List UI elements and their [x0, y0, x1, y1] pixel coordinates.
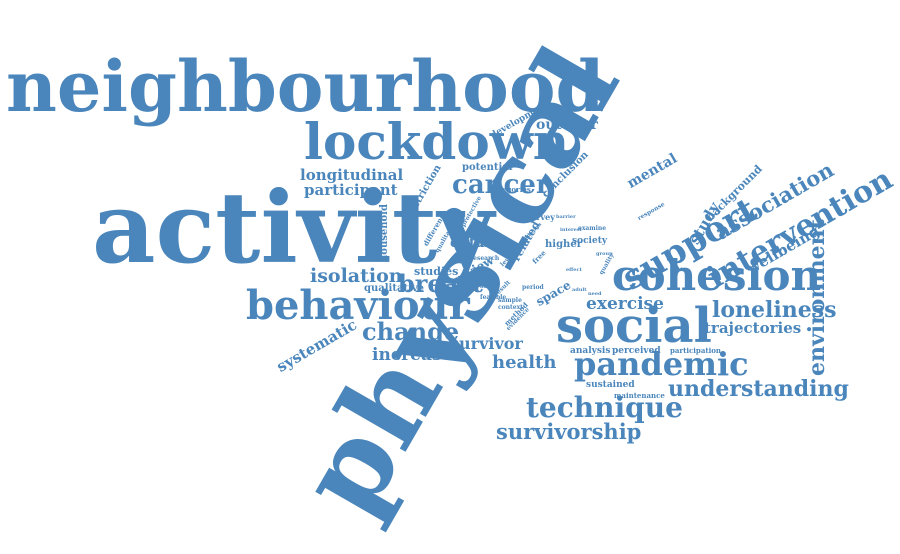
word-categories: categories [490, 185, 531, 194]
word-interest: interest [560, 227, 582, 233]
word-group: group [596, 251, 613, 257]
word-pandemic: pandemic [574, 345, 749, 383]
word-adult: adult [572, 287, 587, 293]
word-understanding: understanding [668, 376, 849, 402]
word-studies: studies [414, 265, 459, 278]
word-cohesion: cohesion [612, 251, 821, 300]
word-society: society [572, 236, 608, 246]
word-survey: survey [526, 212, 555, 222]
word-cancer: cancer [452, 170, 550, 200]
word-isolation: isolation [310, 265, 403, 287]
word-barrier: barrier [556, 214, 576, 220]
word-mental: mental [624, 150, 680, 192]
word-examine: examine [578, 225, 607, 232]
word-research: research [470, 255, 500, 262]
word-increase: increase [372, 345, 453, 365]
word-exercise: exercise [586, 294, 664, 314]
word-survivorship: survivorship [496, 419, 642, 444]
word-household: household [379, 204, 390, 262]
word-longitudinal: longitudinal [300, 166, 404, 184]
word-perceived: perceived [612, 346, 661, 356]
word-context: context [498, 304, 523, 311]
word-feasible: feasible [480, 294, 507, 301]
word-analysis: analysis [570, 346, 611, 356]
word-technique: technique [526, 391, 683, 424]
word-behaviour: behaviour [246, 282, 470, 329]
word-activity: activity [92, 171, 495, 286]
word-survivor: survivor [450, 334, 523, 353]
word-higher: higher [545, 239, 582, 250]
word-trajectories: trajectories [704, 319, 802, 337]
word-sustained: sustained [586, 380, 635, 390]
word-outdoor: outdoor [536, 117, 598, 133]
word-change: change [362, 317, 460, 346]
word-health: health [492, 352, 557, 373]
word-data: data [450, 235, 485, 251]
word-effect: effect [566, 267, 582, 273]
word-period: period [522, 284, 544, 291]
word-need: need [588, 291, 602, 297]
word-participant: participant [304, 181, 398, 199]
word-response: response [636, 200, 667, 222]
word-sample: sample [498, 297, 522, 304]
word-social: social [556, 298, 712, 354]
word-breast: breast [398, 269, 483, 298]
word-person: person [474, 243, 494, 249]
word-qualitative: qualitative [364, 283, 425, 294]
word-neighbourhood: neighbourhood [6, 45, 605, 128]
word-participation: participation [670, 346, 722, 355]
word-maintenance: maintenance [614, 391, 665, 400]
word-loneliness: loneliness [712, 297, 837, 323]
word-potential: potential [462, 162, 513, 173]
word-lockdown: lockdown [304, 112, 570, 171]
word-home: home [480, 284, 496, 290]
